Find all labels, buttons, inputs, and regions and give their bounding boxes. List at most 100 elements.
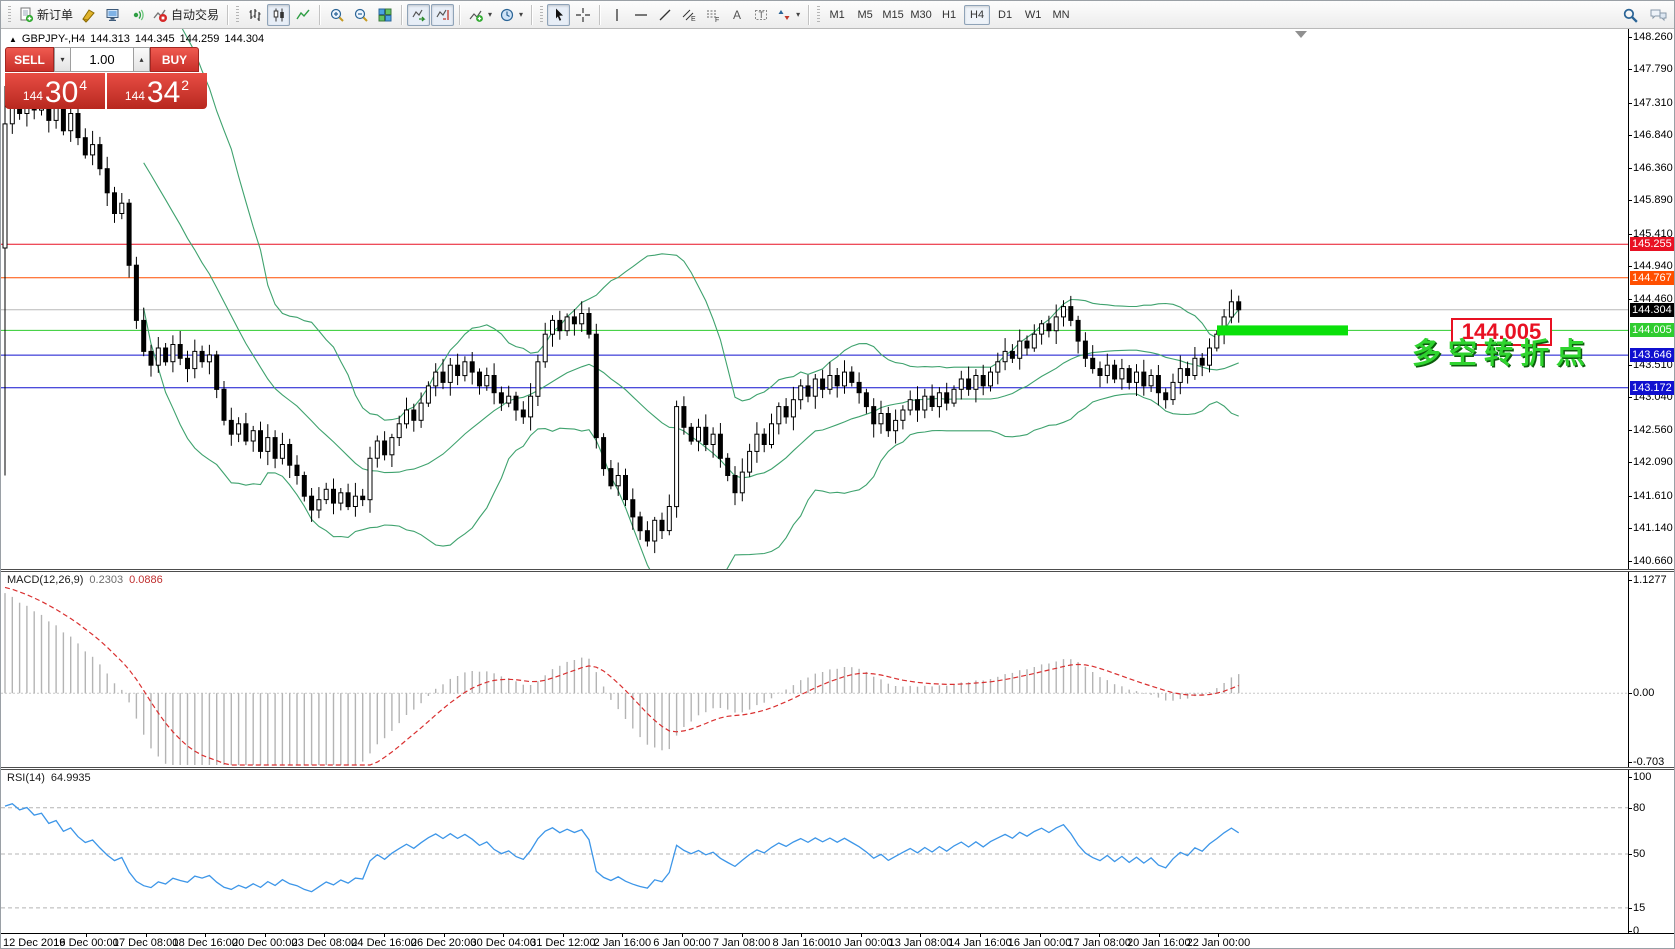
symbol-period-label: GBPJPY-,H4 (21, 33, 86, 45)
horizontal-line-tool-button[interactable] (629, 4, 652, 26)
sell-price-button[interactable]: 144 30 4 (5, 73, 105, 109)
equidistant-channel-icon: E (682, 9, 696, 23)
autotrading-label: 自动交易 (171, 8, 220, 22)
brush-icon (81, 8, 95, 23)
timeframe-h1-button[interactable]: H1 (942, 8, 957, 21)
timeframe-w1-button[interactable]: W1 (1024, 8, 1042, 21)
rsi-axis[interactable]: 100 80 50 15 0 (1628, 770, 1674, 937)
arrows-tool-button[interactable]: ▾ (773, 4, 803, 26)
fibonacci-tool-button[interactable]: F (701, 4, 724, 26)
buy-button[interactable]: BUY (150, 47, 199, 72)
rsi-area[interactable]: RSI(14) 64.9935 (1, 770, 1628, 933)
crosshair-tool-button[interactable] (571, 4, 594, 26)
panel-separator[interactable] (1, 569, 1674, 572)
new-order-icon (20, 7, 34, 22)
autotrading-button[interactable]: 自动交易 (149, 4, 222, 26)
macd-tick: -0.703 (1633, 756, 1665, 768)
price-badge: 143.646 (1630, 348, 1674, 363)
toolbar-separator (459, 4, 461, 25)
zoom-in-button[interactable] (325, 4, 348, 26)
turning-point-annotation[interactable]: 多空转折点 (1412, 338, 1593, 370)
autoscroll-icon (412, 9, 426, 21)
zoom-out-button[interactable] (349, 4, 372, 26)
price-badge: 144.005 (1630, 323, 1674, 338)
price-badge: 144.304 (1630, 302, 1674, 317)
price-badge: 145.255 (1630, 237, 1674, 252)
new-order-button[interactable]: 新订单 (15, 4, 76, 26)
svg-text:E: E (691, 16, 696, 23)
timeframe-m5-button[interactable]: M5 (857, 8, 873, 21)
terminal-button[interactable] (101, 4, 124, 26)
cursor-tool-button[interactable] (547, 3, 571, 26)
crosshair-icon (575, 7, 590, 22)
vertical-line-tool-button[interactable] (605, 4, 628, 26)
arrow-objects-icon (778, 9, 790, 20)
indicators-button[interactable]: ▾ (465, 4, 495, 26)
timeframe-h4-button[interactable]: H4 (964, 4, 991, 25)
tile-windows-button[interactable] (373, 4, 396, 26)
candlestick-chart-button[interactable] (267, 3, 291, 26)
price-tick: 145.410 (1633, 227, 1673, 240)
bar-chart-icon (249, 8, 261, 21)
trendline-tool-button[interactable] (653, 4, 676, 26)
rsi-tick: 100 (1633, 771, 1652, 783)
toolbar-grip (236, 5, 240, 24)
toolbar-separator (319, 4, 321, 25)
rsi-canvas[interactable] (1, 770, 1628, 933)
chat-icon[interactable] (1649, 7, 1668, 23)
timeframe-m30-button[interactable]: M30 (910, 8, 932, 21)
collapse-icon[interactable]: ▲ (9, 34, 17, 44)
timeframe-m1-button[interactable]: M1 (829, 8, 845, 21)
time-label: 16 Dec 00:00 (53, 937, 119, 949)
timeframe-m15-button[interactable]: M15 (882, 8, 904, 21)
line-chart-button[interactable] (291, 4, 314, 26)
time-axis[interactable]: 12 Dec 2019 16 Dec 00:00 17 Dec 08:00 18 De… (1, 933, 1674, 949)
text-label-tool-button[interactable]: T (749, 4, 772, 26)
time-label: 14 Jan 16:00 (948, 937, 1012, 949)
price-axis[interactable]: 148.260 147.790 147.310 146.840 146.360 145.8… (1628, 29, 1674, 569)
price-annotation-box[interactable]: 144.005 (1451, 318, 1552, 346)
price-chart-area[interactable]: ▲ GBPJPY-,H4 144.313 144.345 144.259 144… (1, 29, 1628, 569)
macd-canvas[interactable] (1, 572, 1628, 767)
time-label: 24 Dec 16:00 (351, 937, 417, 949)
search-icon[interactable] (1622, 7, 1639, 24)
buy-price-button[interactable]: 144 34 2 (107, 73, 207, 109)
svg-text:T: T (758, 10, 764, 20)
chart-shift-button[interactable] (431, 3, 455, 26)
periods-button[interactable]: ▾ (496, 4, 526, 26)
price-tick: 148.260 (1633, 31, 1673, 43)
vertical-line-icon (615, 8, 618, 21)
price-tick: 142.090 (1633, 456, 1673, 469)
timeframe-d1-button[interactable]: D1 (998, 8, 1013, 21)
rsi-tick: 80 (1633, 801, 1646, 814)
sell-button[interactable]: SELL (5, 47, 54, 72)
styler-button[interactable] (77, 4, 100, 26)
macd-axis[interactable]: 1.1277 0.00 -0.703 (1628, 572, 1674, 768)
volume-input[interactable] (71, 47, 133, 72)
price-tick: 146.360 (1633, 162, 1673, 174)
line-chart-icon (295, 9, 310, 19)
time-label: 20 Jan 16:00 (1126, 937, 1191, 949)
panel-separator[interactable] (1, 767, 1674, 770)
autoscroll-button[interactable] (407, 3, 431, 26)
alerts-button[interactable] (125, 4, 148, 26)
timeframe-mn-button[interactable]: MN (1052, 8, 1070, 21)
price-chart-canvas[interactable] (1, 29, 1628, 569)
time-label: 16 Jan 00:00 (1007, 937, 1072, 949)
toolbar-grip (8, 5, 11, 24)
macd-area[interactable]: MACD(12,26,9) 0.2303 0.0886 (1, 572, 1628, 767)
sell-price-big: 30 (44, 76, 79, 109)
time-label: 18 Dec 16:00 (172, 937, 238, 949)
price-tick: 144.940 (1633, 259, 1673, 272)
rsi-value: 64.9935 (50, 772, 91, 784)
macd-signal-value: 0.0886 (129, 574, 163, 586)
bar-chart-button[interactable] (243, 4, 266, 26)
equidistant-channel-tool-button[interactable]: E (677, 4, 700, 26)
price-tick: 144.460 (1633, 293, 1673, 305)
volume-increase-button[interactable]: ▴ (133, 47, 150, 72)
volume-decrease-button[interactable]: ▾ (54, 47, 71, 72)
text-tool-button[interactable]: A (725, 4, 748, 26)
ohlc-low: 144.259 (179, 33, 220, 45)
trendline-icon (659, 9, 671, 20)
